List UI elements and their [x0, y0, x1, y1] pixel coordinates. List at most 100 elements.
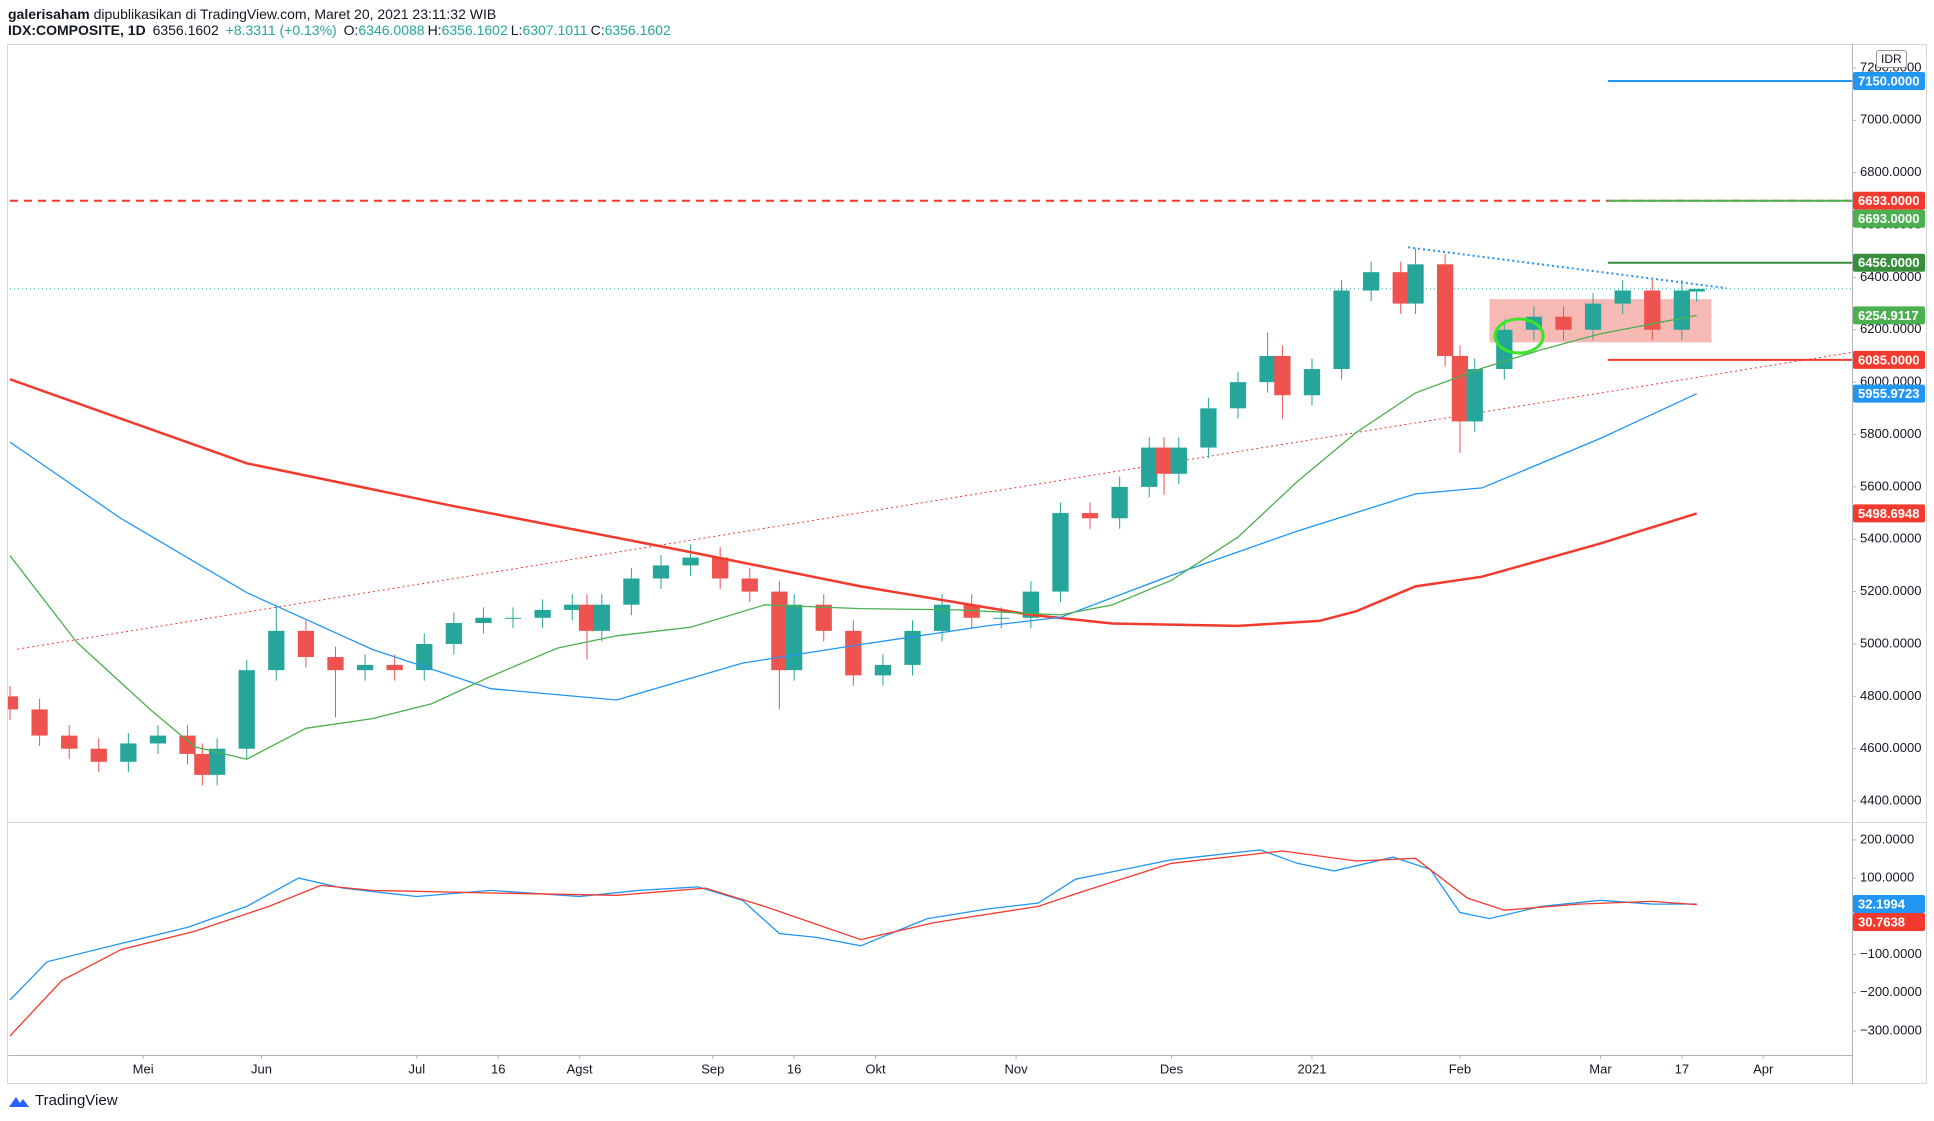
x-tick-label: Nov: [1005, 1061, 1029, 1076]
candle-body: [475, 617, 492, 624]
y-tick-label: 4600.0000: [1860, 740, 1921, 755]
x-tick-label: 17: [1675, 1061, 1689, 1076]
candle-body: [1141, 447, 1158, 487]
price-label-box: [1853, 384, 1925, 403]
x-tick-label: Agst: [567, 1061, 593, 1076]
candle-body: [194, 753, 211, 775]
y-tick-label: 4400.0000: [1860, 792, 1921, 807]
candle-body: [445, 623, 462, 644]
y-tick-label: 5000.0000: [1860, 635, 1921, 650]
candle-body: [652, 565, 670, 579]
x-tick-label: Jun: [251, 1061, 272, 1076]
candle-body: [1614, 290, 1631, 304]
candle-body: [1155, 447, 1173, 474]
change: +8.3311 (+0.13%): [225, 22, 337, 38]
ohlc: O:6346.0088 H:6356.1602 L:6307.1011 C:6356.…: [344, 22, 674, 38]
footer: TradingView: [8, 1092, 118, 1109]
candle-body: [179, 735, 196, 754]
y-tick-label: 200.0000: [1860, 831, 1914, 846]
candle-body: [1673, 290, 1690, 330]
y-tick-label: 4800.0000: [1860, 688, 1921, 703]
candle-body: [1200, 408, 1217, 448]
candle-body: [712, 557, 729, 579]
candle-body: [1259, 355, 1276, 383]
price-label-box: [1853, 350, 1925, 369]
candle-body: [1081, 513, 1099, 519]
brand: TradingView: [35, 1092, 118, 1109]
price-pane: [8, 80, 1852, 786]
x-tick-label: 16: [491, 1061, 505, 1076]
candle-body: [416, 643, 433, 671]
price-label-box: [1853, 306, 1925, 325]
price-label: 6693.0000: [1858, 211, 1919, 226]
y-tick-label: 5800.0000: [1860, 426, 1921, 441]
highlight-ellipse: [1493, 317, 1545, 355]
candle-body: [8, 696, 19, 710]
y-tick-label: 100.0000: [1860, 870, 1914, 885]
candle-body: [1052, 513, 1069, 592]
candle-body: [208, 748, 226, 775]
candle-body: [238, 670, 255, 749]
candle-body: [356, 664, 374, 671]
indicator-line: [9, 850, 1697, 1037]
brand-logo: [9, 1096, 29, 1107]
y-tick-label: 5600.0000: [1860, 478, 1921, 493]
x-tick-label: Sep: [701, 1061, 724, 1076]
x-tick-label: Des: [1160, 1061, 1184, 1076]
symbol-info: IDX:COMPOSITE, 1D 6356.1602 +8.3311 (+0.…: [8, 22, 677, 38]
y-tick-label: 6400.0000: [1860, 269, 1921, 284]
candle-body: [120, 743, 137, 762]
indicator-line: [9, 849, 1697, 1001]
price-label: 7150.0000: [1858, 73, 1919, 88]
candle-body: [1022, 591, 1040, 618]
candle-body: [874, 664, 892, 676]
candle-body: [534, 609, 551, 618]
symbol: IDX:COMPOSITE, 1D: [8, 22, 146, 38]
candle-body: [386, 664, 403, 671]
candle-body: [297, 630, 315, 658]
ohlc-label: H:: [427, 22, 442, 38]
y-tick-label: 5400.0000: [1860, 531, 1921, 546]
frame: [7, 44, 1927, 1084]
price-label-box: [1853, 253, 1925, 272]
candle-body: [31, 709, 48, 736]
ohlc-value: 6307.1011: [522, 22, 588, 38]
candle-body: [845, 630, 862, 676]
candle-body: [771, 591, 788, 671]
x-tick-label: Jul: [409, 1061, 426, 1076]
candle-body: [90, 748, 107, 762]
x-tick-label: Mar: [1589, 1061, 1612, 1076]
candle-body: [327, 657, 344, 671]
price-label: 6693.0000: [1858, 193, 1919, 208]
price-label: 6254.9117: [1858, 308, 1919, 323]
x-tick-label: Feb: [1449, 1061, 1471, 1076]
indicator-line: [9, 393, 1697, 701]
ohlc-value: 6346.0088: [358, 22, 425, 38]
price-label-box: [1853, 504, 1925, 523]
candle-body: [1303, 369, 1321, 396]
candle-body: [1584, 303, 1602, 330]
price-label: 30.7638: [1858, 914, 1905, 929]
x-tick-label: 2021: [1298, 1061, 1327, 1076]
y-tick-label: −200.0000: [1860, 984, 1922, 999]
candle-body: [578, 604, 596, 631]
price-label: 5498.6948: [1858, 506, 1919, 521]
candle-body: [1170, 447, 1187, 474]
ohlc-label: O:: [343, 22, 359, 38]
candle-body: [993, 617, 1010, 619]
y-tick-label: 6200.0000: [1860, 321, 1921, 336]
axes: 7200.00007000.00006800.00006600.00006400…: [133, 59, 1925, 1076]
candle-body: [504, 617, 522, 619]
x-tick-label: 16: [787, 1061, 801, 1076]
candle-body: [149, 735, 167, 744]
candle-body: [741, 578, 758, 592]
candle-body: [1363, 272, 1380, 291]
indicator-line: [9, 314, 1697, 760]
macd-pane: [9, 849, 1697, 1037]
currency: IDR: [1876, 50, 1907, 68]
ohlc-value: 6356.1602: [604, 22, 671, 38]
candle-body: [933, 604, 951, 631]
price-label: 32.1994: [1858, 896, 1906, 911]
candle-body: [623, 578, 640, 605]
